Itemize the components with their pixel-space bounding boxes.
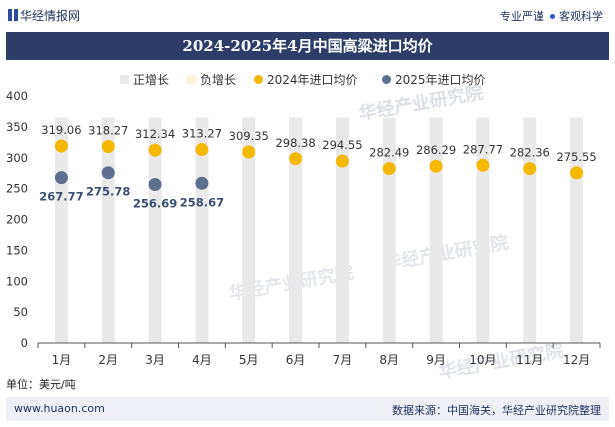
data-label-2024-5: 309.35: [229, 129, 269, 143]
chart-plot: 华经产业研究院华经产业研究院华经产业研究院华经产业研究院正增长负增长2024年进…: [6, 73, 601, 380]
data-label-2024-4: 313.27: [182, 127, 222, 141]
data-label-2024-2: 318.27: [88, 123, 128, 137]
y-tick-label: 50: [13, 305, 28, 319]
point-2024-9: [429, 159, 443, 173]
x-tick-label: 3月: [145, 353, 165, 367]
data-label-2025-1: 267.77: [39, 190, 83, 204]
data-label-2024-10: 287.77: [463, 142, 503, 156]
top-bar: 华经情报网 专业严谨 客观科学: [0, 0, 615, 32]
data-label-2025-3: 256.69: [133, 196, 177, 210]
y-tick-label: 200: [6, 213, 28, 227]
point-2024-8: [382, 162, 396, 176]
point-2025-1: [54, 171, 68, 185]
x-tick-label: 12月: [563, 353, 590, 367]
y-tick-label: 150: [6, 243, 28, 257]
legend-label-3: 2024年进口均价: [267, 73, 358, 87]
point-2024-1: [54, 139, 68, 153]
data-label-2024-6: 298.38: [275, 136, 315, 150]
point-2024-5: [242, 145, 256, 159]
x-tick-label: 8月: [379, 353, 399, 367]
tagline-left: 专业严谨: [500, 10, 544, 23]
watermark-text: 华经产业研究院: [357, 81, 485, 125]
point-2024-10: [476, 158, 490, 172]
footer-source: 数据来源：中国海关，华经产业研究院整理: [392, 404, 601, 417]
unit-label: 单位：美元/吨: [6, 378, 76, 391]
legend-swatch-1: [120, 75, 129, 84]
brand-name: 华经情报网: [20, 9, 81, 23]
x-tick-label: 9月: [426, 353, 446, 367]
watermark-text: 华经产业研究院: [382, 231, 510, 275]
bar-4: [195, 117, 209, 343]
bar-3: [148, 117, 162, 343]
x-tick-label: 4月: [192, 353, 212, 367]
x-tick-label: 6月: [286, 353, 306, 367]
point-2025-4: [195, 176, 209, 190]
legend-swatch-3: [254, 75, 263, 84]
data-label-2024-12: 275.55: [556, 150, 596, 164]
x-tick-label: 11月: [516, 353, 543, 367]
bar-10: [476, 117, 490, 343]
tagline: 专业严谨 客观科学: [500, 8, 603, 24]
data-label-2024-3: 312.34: [135, 127, 175, 141]
point-2024-4: [195, 143, 209, 157]
data-label-2024-7: 294.55: [322, 138, 362, 152]
bar-7: [335, 117, 349, 343]
point-2025-2: [101, 166, 115, 180]
point-2024-12: [570, 166, 584, 180]
point-2024-6: [289, 152, 303, 166]
watermark-text: 华经产业研究院: [437, 339, 565, 380]
y-tick-label: 250: [6, 182, 28, 196]
data-label-2025-4: 258.67: [180, 195, 224, 209]
data-label-2024-9: 286.29: [416, 143, 456, 157]
legend-label-4: 2025年进口均价: [395, 73, 486, 87]
point-2025-3: [148, 177, 162, 191]
point-2024-2: [101, 139, 115, 153]
legend-swatch-4: [382, 75, 391, 84]
y-tick-label: 0: [21, 336, 28, 350]
x-tick-label: 7月: [333, 353, 353, 367]
bar-6: [289, 117, 303, 343]
y-tick-label: 400: [6, 89, 28, 103]
footer-website: www.huaon.com: [14, 402, 105, 415]
data-label-2024-1: 319.06: [41, 123, 81, 137]
data-label-2025-2: 275.78: [86, 185, 130, 199]
point-2024-11: [523, 162, 537, 176]
bullet-icon: [550, 14, 555, 19]
tagline-right: 客观科学: [559, 10, 603, 23]
point-2024-7: [335, 154, 349, 168]
footer-bar: www.huaon.com 数据来源：中国海关，华经产业研究院整理: [6, 397, 609, 421]
data-label-2024-11: 282.36: [510, 146, 550, 160]
chart-title: 2024-2025年4月中国高粱进口均价: [182, 37, 433, 55]
y-tick-label: 350: [6, 120, 28, 134]
x-tick-label: 5月: [239, 353, 259, 367]
point-2024-3: [148, 143, 162, 157]
legend-swatch-2: [187, 75, 196, 84]
x-tick-label: 1月: [52, 353, 72, 367]
y-tick-label: 300: [6, 151, 28, 165]
title-bar: 2024-2025年4月中国高粱进口均价: [6, 32, 609, 60]
bar-9: [429, 117, 443, 343]
x-tick-label: 10月: [469, 353, 496, 367]
data-label-2024-8: 282.49: [369, 146, 409, 160]
y-tick-label: 100: [6, 274, 28, 288]
legend-label-2: 负增长: [200, 73, 236, 87]
bar-5: [242, 117, 256, 343]
legend-label-1: 正增长: [133, 73, 169, 87]
x-tick-label: 2月: [98, 353, 118, 367]
brand-logo-icon: [8, 9, 18, 21]
